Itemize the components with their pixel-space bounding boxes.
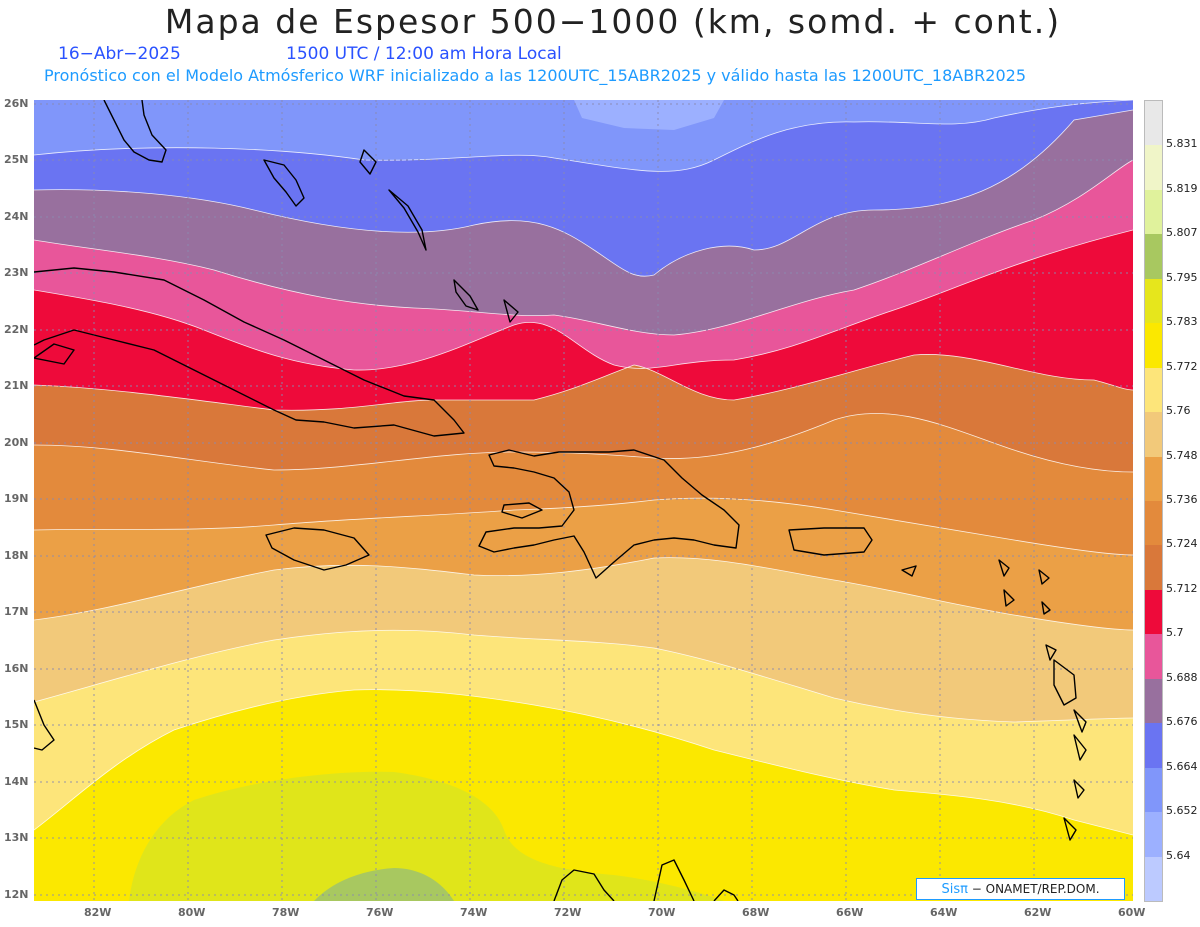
colorbar-label: 5.652 [1166, 804, 1198, 818]
colorbar-label: 5.748 [1166, 448, 1198, 462]
lat-label: 13N [4, 831, 29, 844]
colorbar-label: 5.819 [1166, 181, 1198, 195]
colorbar-swatch [1145, 412, 1162, 458]
lat-label: 18N [4, 549, 29, 562]
forecast-date: 16−Abr−2025 [58, 44, 181, 64]
lat-label: 25N [4, 153, 29, 166]
lon-label: 66W [836, 906, 864, 919]
lat-label: 26N [4, 97, 29, 110]
credit-box: Sisπ − ONAMET/REP.DOM. [916, 878, 1125, 900]
lon-label: 78W [272, 906, 300, 919]
lon-label: 76W [366, 906, 394, 919]
colorbar-swatch [1145, 501, 1162, 546]
colorbar-label: 5.712 [1166, 581, 1198, 595]
lat-label: 15N [4, 718, 29, 731]
lat-label: 16N [4, 662, 29, 675]
colorbar-swatch [1145, 767, 1162, 813]
lon-label: 60W [1118, 906, 1146, 919]
forecast-time: 1500 UTC / 12:00 am Hora Local [286, 44, 562, 64]
colorbar-swatch [1145, 145, 1162, 191]
colorbar-swatch [1145, 545, 1162, 591]
colorbar-swatch [1145, 678, 1162, 724]
colorbar-swatch [1145, 856, 1162, 902]
credit-text: − ONAMET/REP.DOM. [971, 882, 1100, 896]
colorbar-label: 5.783 [1166, 315, 1198, 329]
colorbar-swatch [1145, 189, 1162, 235]
lat-label: 17N [4, 605, 29, 618]
lon-label: 80W [178, 906, 206, 919]
lat-label: 12N [4, 888, 29, 901]
lon-label: 62W [1024, 906, 1052, 919]
colorbar-label: 5.76 [1166, 404, 1191, 418]
colorbar-swatch [1145, 634, 1162, 680]
lat-label: 21N [4, 379, 29, 392]
lat-label: 22N [4, 323, 29, 336]
colorbar-swatch [1145, 234, 1162, 280]
forecast-info: Pronóstico con el Modelo Atmósferico WRF… [44, 66, 1027, 85]
colorbar-swatch [1145, 323, 1162, 369]
lon-label: 64W [930, 906, 958, 919]
colorbar-label: 5.64 [1166, 848, 1191, 862]
colorbar-label: 5.724 [1166, 537, 1198, 551]
lon-label: 70W [648, 906, 676, 919]
colorbar [1144, 100, 1163, 902]
lon-label: 82W [84, 906, 112, 919]
lat-label: 19N [4, 492, 29, 505]
colorbar-label: 5.807 [1166, 226, 1198, 240]
colorbar-label: 5.736 [1166, 493, 1198, 506]
colorbar-swatch [1145, 723, 1162, 769]
colorbar-swatch [1145, 812, 1162, 858]
lat-label: 20N [4, 436, 29, 449]
colorbar-swatch [1145, 456, 1162, 502]
lon-label: 72W [554, 906, 582, 919]
lat-label: 23N [4, 266, 29, 279]
thickness-map [34, 100, 1133, 901]
colorbar-swatch [1145, 101, 1162, 146]
colorbar-label: 5.676 [1166, 715, 1198, 729]
colorbar-swatch [1145, 278, 1162, 324]
colorbar-label: 5.7 [1166, 626, 1184, 640]
colorbar-swatch [1145, 367, 1162, 413]
colorbar-label: 5.664 [1166, 759, 1198, 773]
sispi-logo: Sisπ [941, 882, 968, 897]
colorbar-label: 5.795 [1166, 270, 1198, 284]
colorbar-label: 5.688 [1166, 670, 1198, 684]
colorbar-swatch [1145, 589, 1162, 635]
lon-label: 68W [742, 906, 770, 919]
map-title: Mapa de Espesor 500−1000 (km, somd. + co… [164, 2, 1062, 41]
lat-label: 14N [4, 775, 29, 788]
colorbar-label: 5.772 [1166, 359, 1198, 373]
lat-label: 24N [4, 210, 29, 223]
lon-label: 74W [460, 906, 488, 919]
colorbar-label: 5.831 [1166, 137, 1198, 151]
